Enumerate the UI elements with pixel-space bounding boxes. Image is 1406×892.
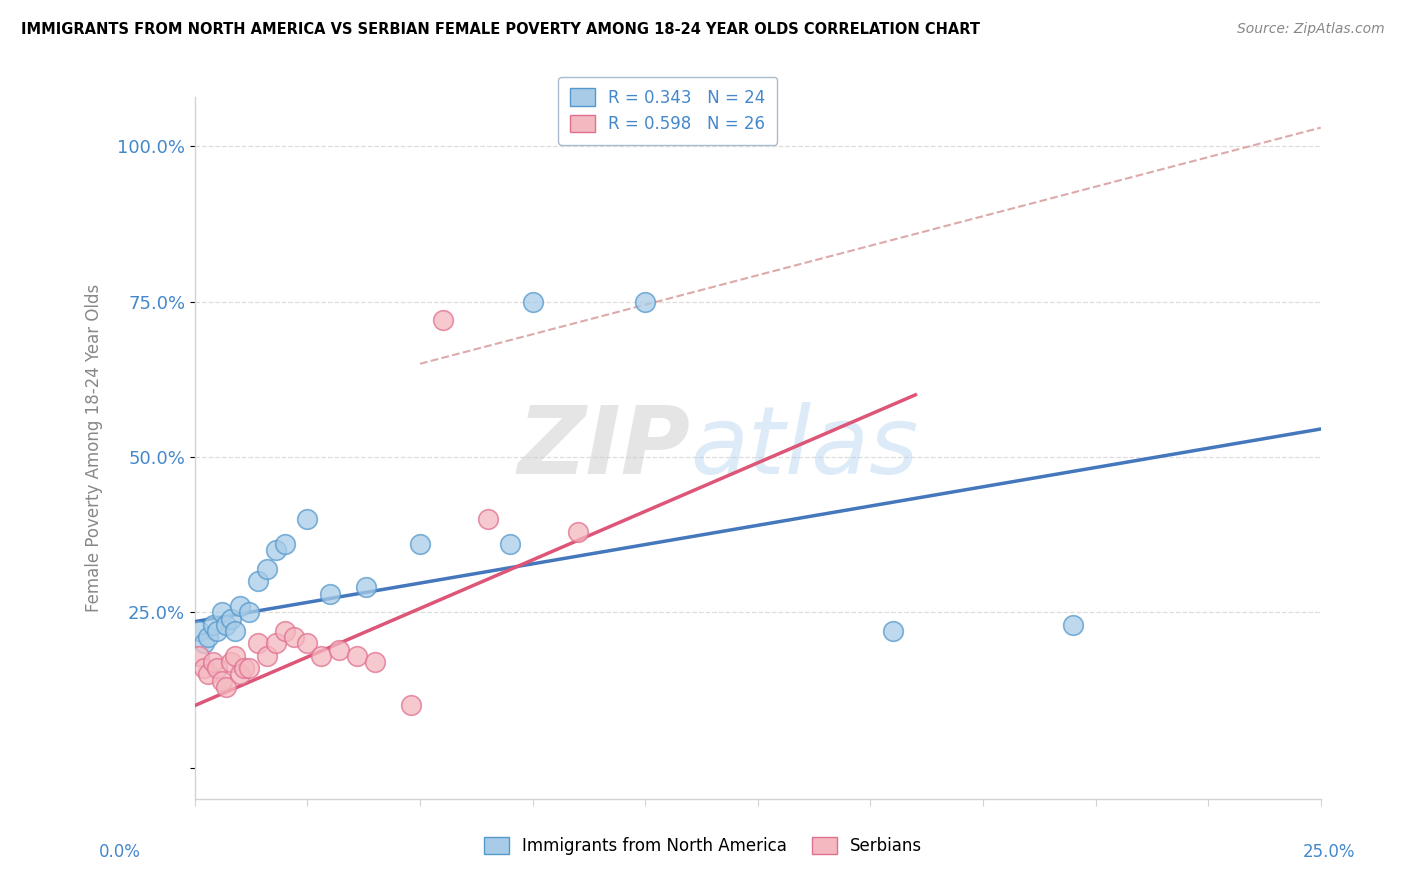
Point — [211, 673, 233, 688]
Point — [229, 599, 252, 613]
Point — [215, 617, 238, 632]
Point — [229, 667, 252, 681]
Text: IMMIGRANTS FROM NORTH AMERICA VS SERBIAN FEMALE POVERTY AMONG 18-24 YEAR OLDS CO: IMMIGRANTS FROM NORTH AMERICA VS SERBIAN… — [21, 22, 980, 37]
Point — [567, 524, 589, 539]
Point — [522, 294, 544, 309]
Point — [309, 648, 332, 663]
Point — [197, 667, 219, 681]
Point — [328, 642, 350, 657]
Legend: R = 0.343   N = 24, R = 0.598   N = 26: R = 0.343 N = 24, R = 0.598 N = 26 — [558, 77, 778, 145]
Point — [224, 624, 246, 638]
Point — [274, 624, 297, 638]
Point — [197, 630, 219, 644]
Point — [246, 636, 269, 650]
Point — [238, 605, 260, 619]
Point — [238, 661, 260, 675]
Point — [224, 648, 246, 663]
Text: Source: ZipAtlas.com: Source: ZipAtlas.com — [1237, 22, 1385, 37]
Point — [354, 581, 377, 595]
Point — [201, 655, 224, 669]
Point — [1062, 617, 1084, 632]
Point — [882, 624, 904, 638]
Point — [211, 605, 233, 619]
Point — [499, 537, 522, 551]
Point — [409, 537, 432, 551]
Point — [634, 294, 657, 309]
Text: 0.0%: 0.0% — [98, 843, 141, 861]
Point — [207, 661, 229, 675]
Y-axis label: Female Poverty Among 18-24 Year Olds: Female Poverty Among 18-24 Year Olds — [86, 284, 103, 612]
Text: atlas: atlas — [690, 402, 918, 493]
Point — [264, 543, 287, 558]
Point — [219, 611, 242, 625]
Point — [246, 574, 269, 589]
Text: ZIP: ZIP — [517, 401, 690, 493]
Point — [274, 537, 297, 551]
Point — [319, 587, 342, 601]
Point — [193, 636, 215, 650]
Point — [219, 655, 242, 669]
Legend: Immigrants from North America, Serbians: Immigrants from North America, Serbians — [477, 830, 929, 862]
Point — [215, 680, 238, 694]
Point — [233, 661, 256, 675]
Point — [297, 512, 319, 526]
Point — [346, 648, 368, 663]
Point — [256, 562, 278, 576]
Point — [256, 648, 278, 663]
Point — [477, 512, 499, 526]
Point — [188, 648, 211, 663]
Point — [201, 617, 224, 632]
Point — [297, 636, 319, 650]
Point — [264, 636, 287, 650]
Text: 25.0%: 25.0% — [1302, 843, 1355, 861]
Point — [207, 624, 229, 638]
Point — [399, 698, 422, 713]
Point — [193, 661, 215, 675]
Point — [364, 655, 387, 669]
Point — [283, 630, 305, 644]
Point — [188, 624, 211, 638]
Point — [432, 313, 454, 327]
